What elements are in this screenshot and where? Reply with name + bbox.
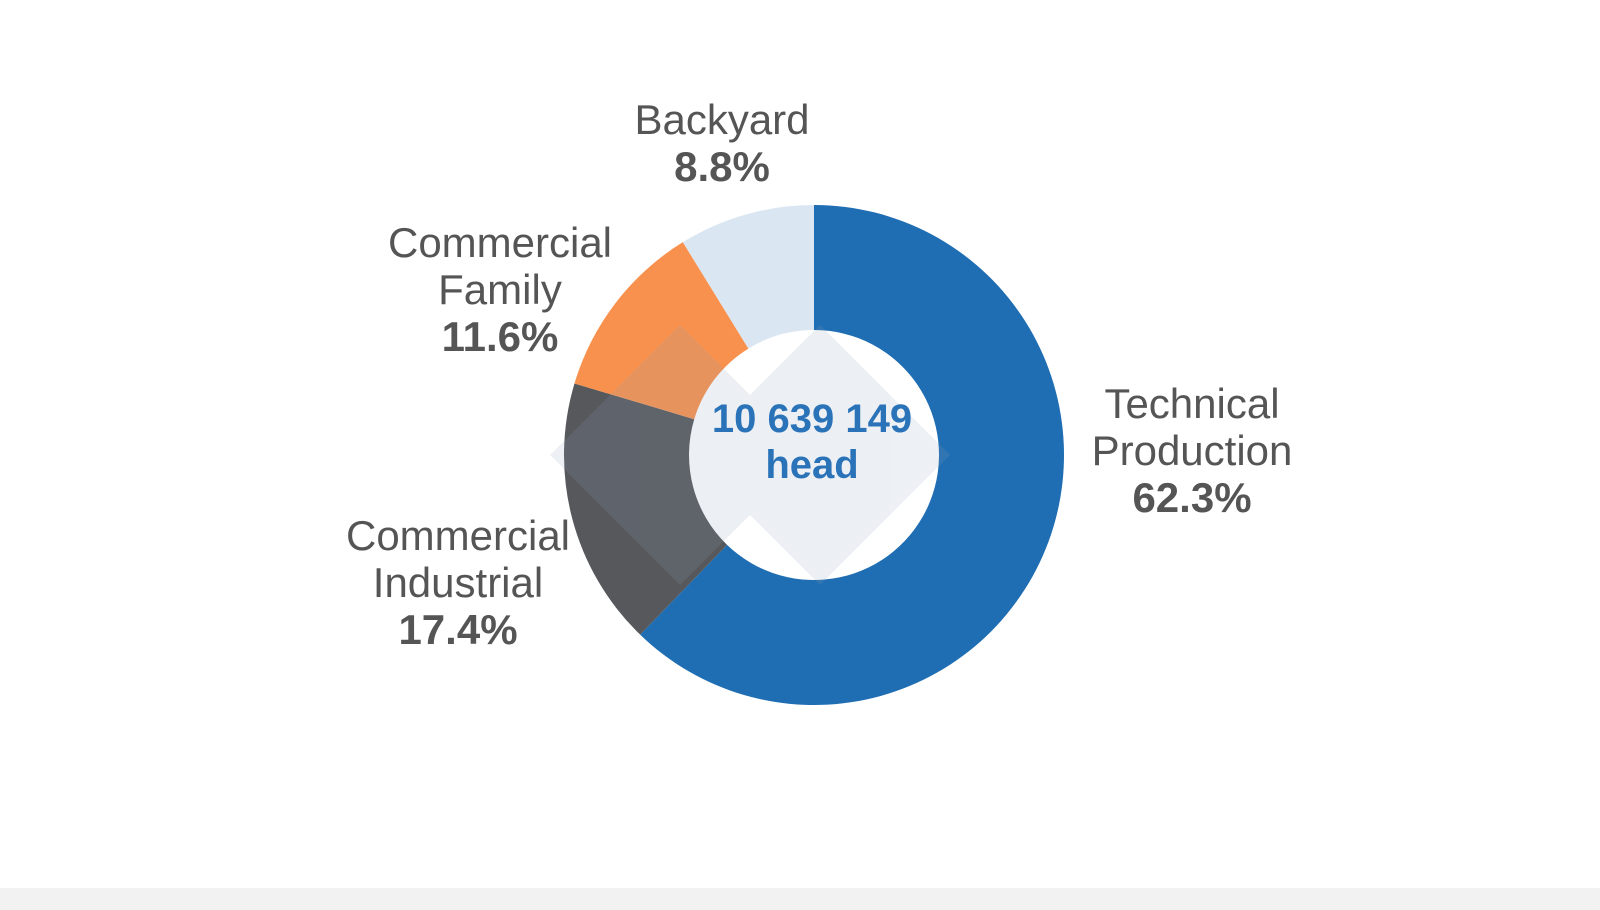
slice-name-line: Industrial (373, 559, 543, 606)
center-unit: head (765, 443, 858, 487)
slice-percent-label: 8.8% (674, 143, 770, 190)
slice-name-line: Technical (1104, 380, 1279, 427)
slice-labels-group: TechnicalProduction62.3%CommercialIndust… (346, 96, 1292, 653)
slice-name-line: Backyard (634, 96, 809, 143)
slice-backyard[interactable] (682, 205, 814, 349)
slice-percent-label: 11.6% (442, 313, 559, 360)
slice-commercial-industrial[interactable] (564, 383, 728, 635)
slice-name-line: Commercial (346, 512, 570, 559)
bottom-band (0, 888, 1600, 910)
center-label: 10 639 149 head (712, 397, 912, 487)
watermark-logo (550, 325, 950, 585)
slice-name-line: Production (1092, 427, 1293, 474)
slice-name-line: Family (438, 266, 562, 313)
slices-group (564, 205, 1065, 705)
slice-name-line: Commercial (388, 219, 612, 266)
center-total: 10 639 149 (712, 397, 912, 441)
slice-percent-label: 62.3% (1132, 474, 1251, 521)
slice-technical-production[interactable] (640, 205, 1065, 705)
slice-commercial-family[interactable] (574, 242, 749, 420)
slice-percent-label: 17.4% (398, 606, 517, 653)
